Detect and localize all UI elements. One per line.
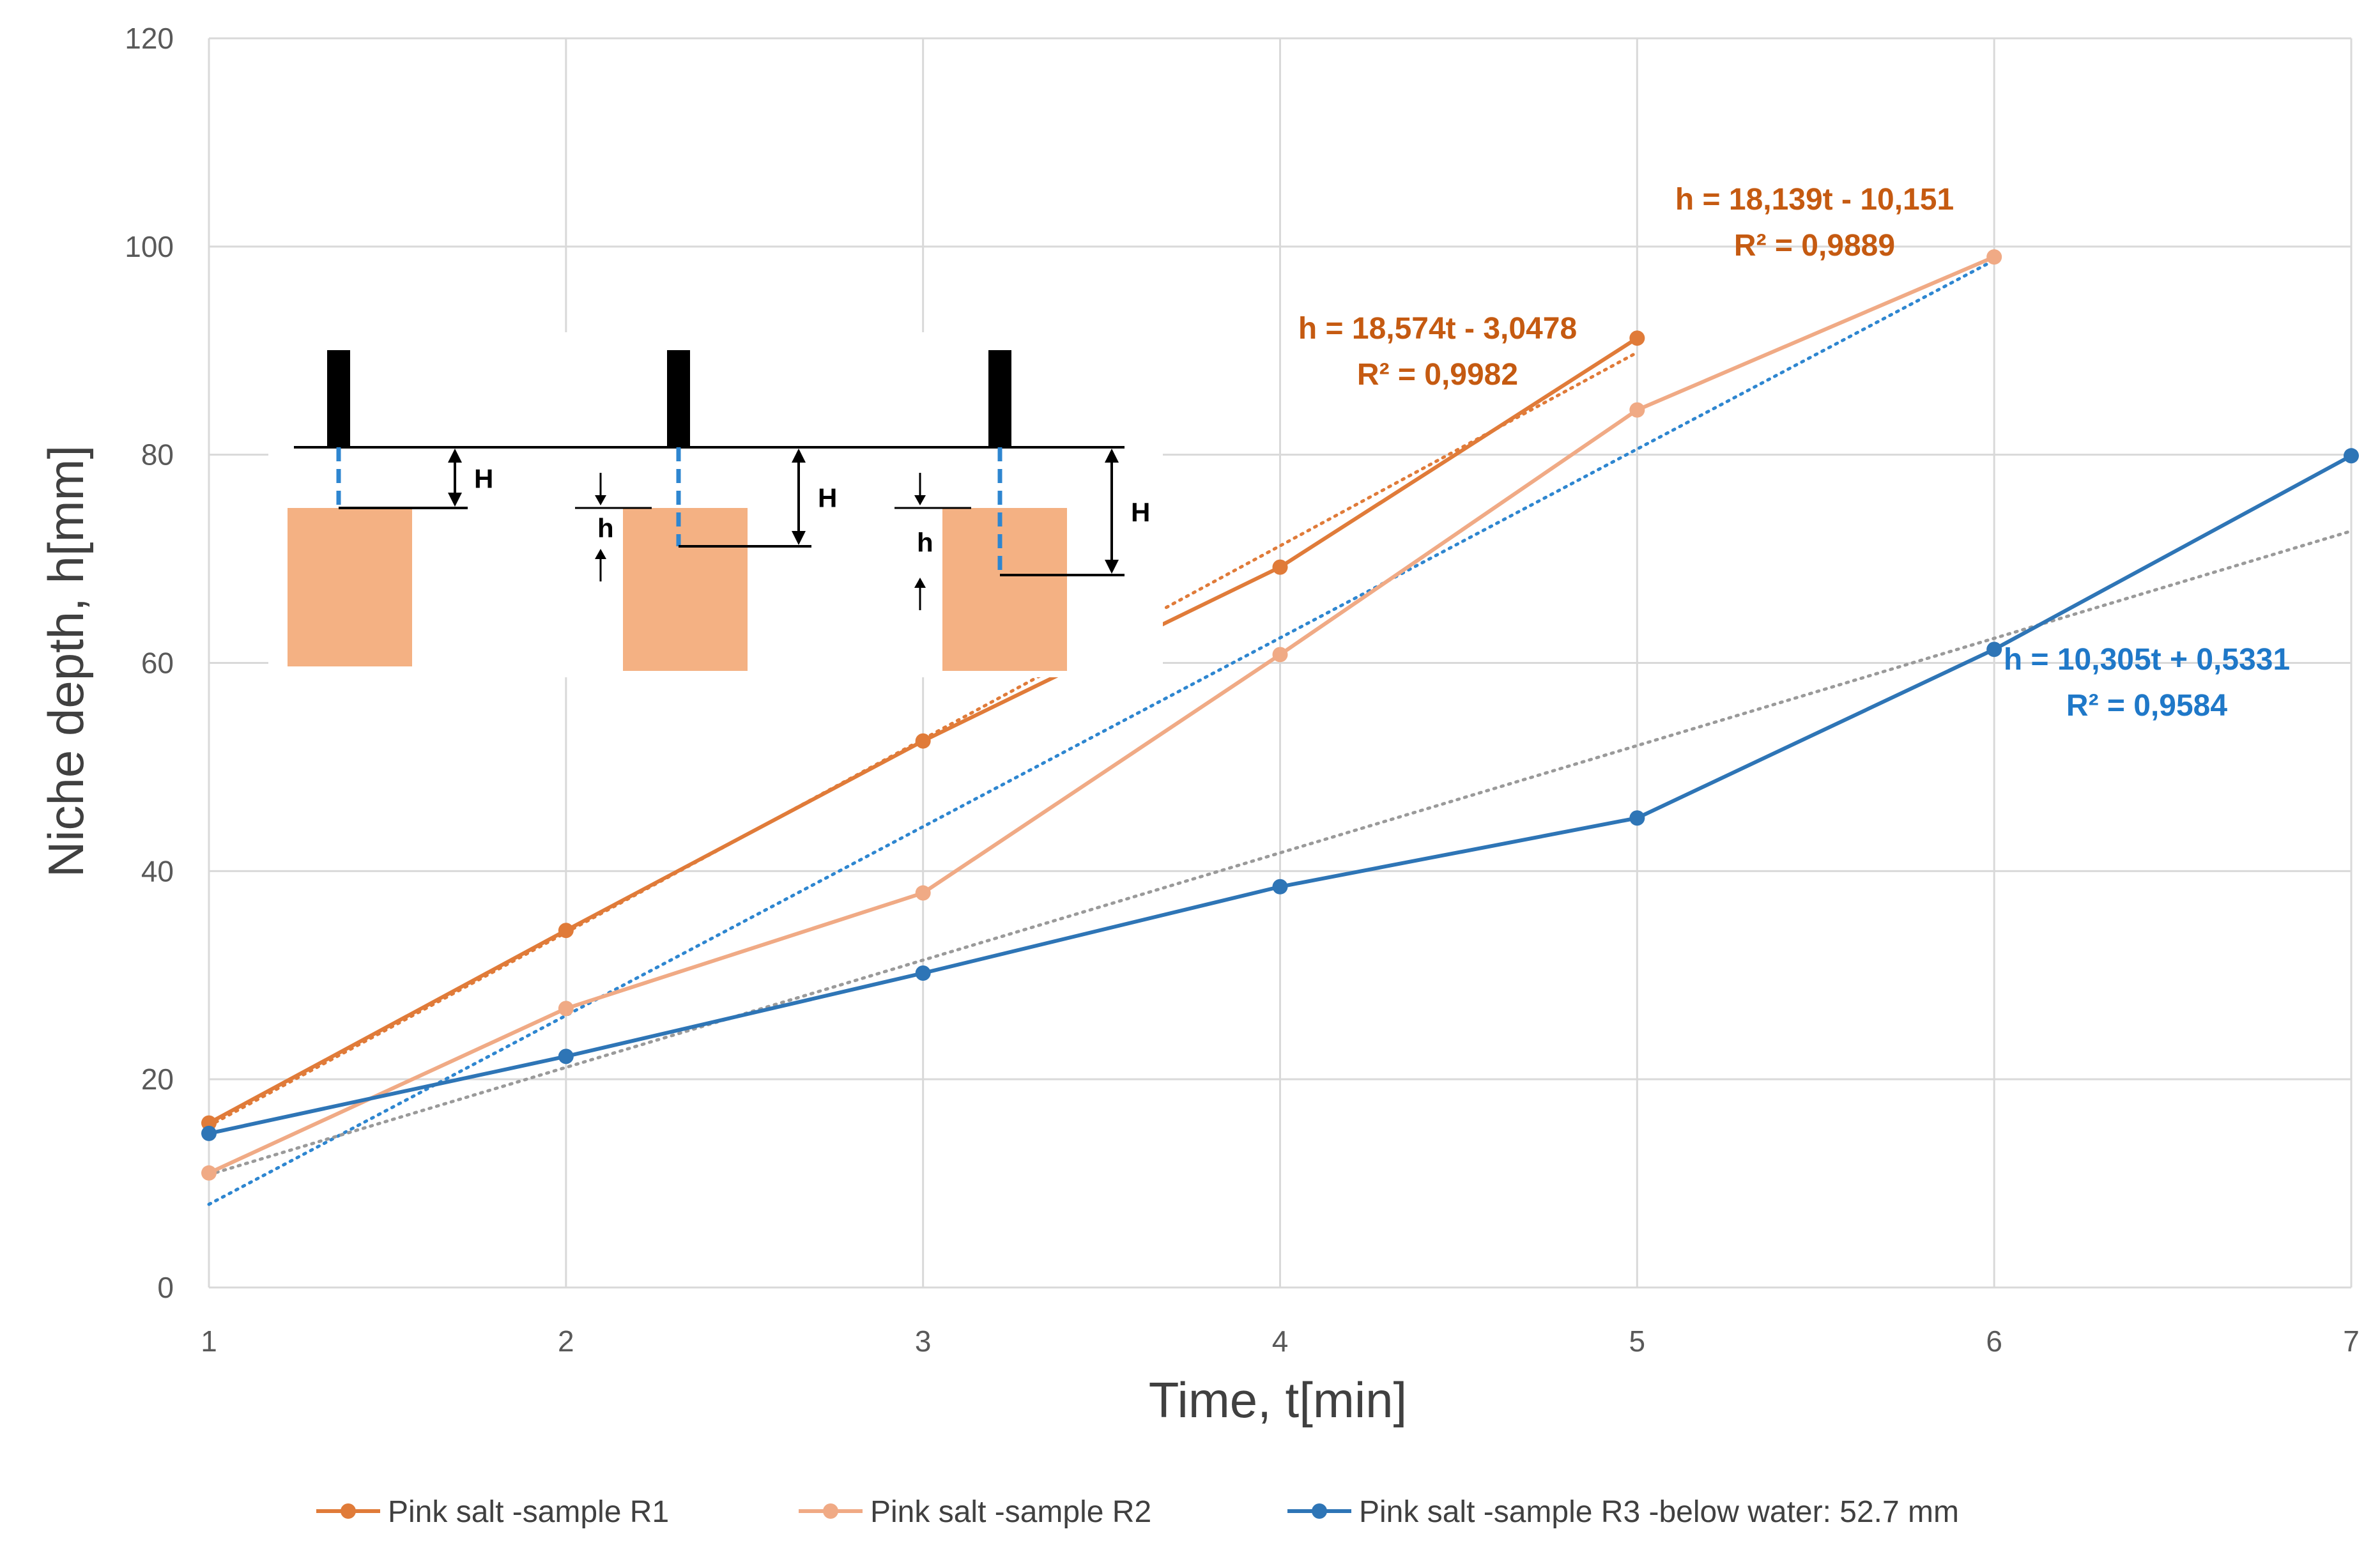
x-tick-label: 7: [2343, 1325, 2360, 1358]
y-tick-labels: 0 20 40 60 80 100 120: [125, 22, 174, 1304]
probe: [327, 350, 350, 447]
legend-label: Pink salt -sample R2: [870, 1495, 1151, 1529]
legend-marker: [823, 1503, 838, 1519]
inset-label-h: h: [917, 528, 933, 558]
data-point: [915, 733, 931, 749]
data-point: [1629, 810, 1645, 826]
arrow-head: [914, 578, 926, 588]
inset-label-H: H: [818, 483, 837, 513]
trendline-equations: h = 18,574t - 3,0478 R² = 0,9982 h = 18,13…: [1298, 183, 2290, 723]
r-squared-label: R² = 0,9584: [2066, 689, 2227, 723]
trendline: [207, 258, 1996, 1206]
x-tick-label: 4: [1272, 1325, 1289, 1358]
equation-label: h = 18,574t - 3,0478: [1298, 312, 1577, 346]
y-tick-label: 60: [141, 647, 174, 680]
data-point: [1272, 647, 1288, 663]
r-squared-label: R² = 0,9889: [1734, 229, 1895, 263]
sample-block: [942, 508, 1067, 671]
data-point: [915, 965, 931, 981]
y-axis-title: Niche depth, h[mm]: [38, 445, 94, 877]
legend-label: Pink salt -sample R3 -below water: 52.7 …: [1359, 1495, 1959, 1529]
arrow-head: [914, 495, 926, 505]
legend-marker: [1312, 1503, 1327, 1519]
arrow-head: [1105, 560, 1119, 574]
grid: [208, 37, 2353, 1289]
arrow-head: [595, 495, 606, 505]
data-point: [201, 1165, 217, 1181]
data-point: [558, 923, 574, 939]
x-tick-label: 5: [1629, 1325, 1646, 1358]
arrow-head: [1105, 449, 1119, 463]
legend: Pink salt -sample R1 Pink salt -sample R2…: [316, 1495, 1959, 1529]
data-point: [2344, 448, 2359, 464]
x-tick-labels: 1 2 3 4 5 6 7: [201, 1325, 2360, 1358]
sample-block: [288, 508, 412, 666]
arrow-head: [448, 449, 462, 463]
data-point: [558, 1049, 574, 1064]
y-tick-label: 120: [125, 22, 174, 55]
probe: [988, 350, 1011, 447]
inset-label-H: H: [1131, 497, 1150, 527]
probe: [667, 350, 690, 447]
x-axis-title: Time, t[min]: [1149, 1372, 1407, 1428]
data-point: [201, 1125, 217, 1141]
y-tick-label: 40: [141, 854, 174, 887]
x-tick-label: 2: [558, 1325, 574, 1358]
trendline: [207, 529, 2353, 1176]
inset-label-H: H: [474, 464, 493, 494]
series-line: [208, 255, 1995, 1175]
y-tick-label: 20: [141, 1063, 174, 1096]
equation-label: h = 18,139t - 10,151: [1675, 183, 1954, 217]
r-squared-label: R² = 0,9982: [1357, 358, 1518, 392]
inset-label-h: h: [597, 513, 614, 543]
data-point: [1272, 879, 1288, 895]
data-point: [915, 885, 931, 901]
x-tick-label: 3: [915, 1325, 932, 1358]
data-point: [1629, 330, 1645, 346]
arrow-head: [792, 449, 806, 463]
y-tick-label: 100: [125, 230, 174, 263]
data-point: [558, 1001, 574, 1017]
data-point: [1272, 559, 1288, 575]
legend-marker: [341, 1503, 356, 1519]
legend-label: Pink salt -sample R1: [388, 1495, 669, 1529]
arrow-head: [448, 493, 462, 507]
y-tick-label: 0: [157, 1271, 174, 1304]
series-lines: [201, 249, 2359, 1181]
x-tick-label: 6: [1986, 1325, 2002, 1358]
data-point: [1629, 402, 1645, 418]
data-point: [1986, 249, 2002, 265]
equation-label: h = 10,305t + 0,5331: [2004, 643, 2290, 677]
arrow-head: [595, 549, 606, 559]
y-tick-label: 80: [141, 438, 174, 472]
x-tick-label: 1: [201, 1325, 217, 1358]
sample-block: [623, 508, 748, 671]
data-point: [1986, 642, 2002, 657]
arrow-head: [792, 531, 806, 545]
inset-diagram: H H Hh h: [268, 332, 1163, 677]
